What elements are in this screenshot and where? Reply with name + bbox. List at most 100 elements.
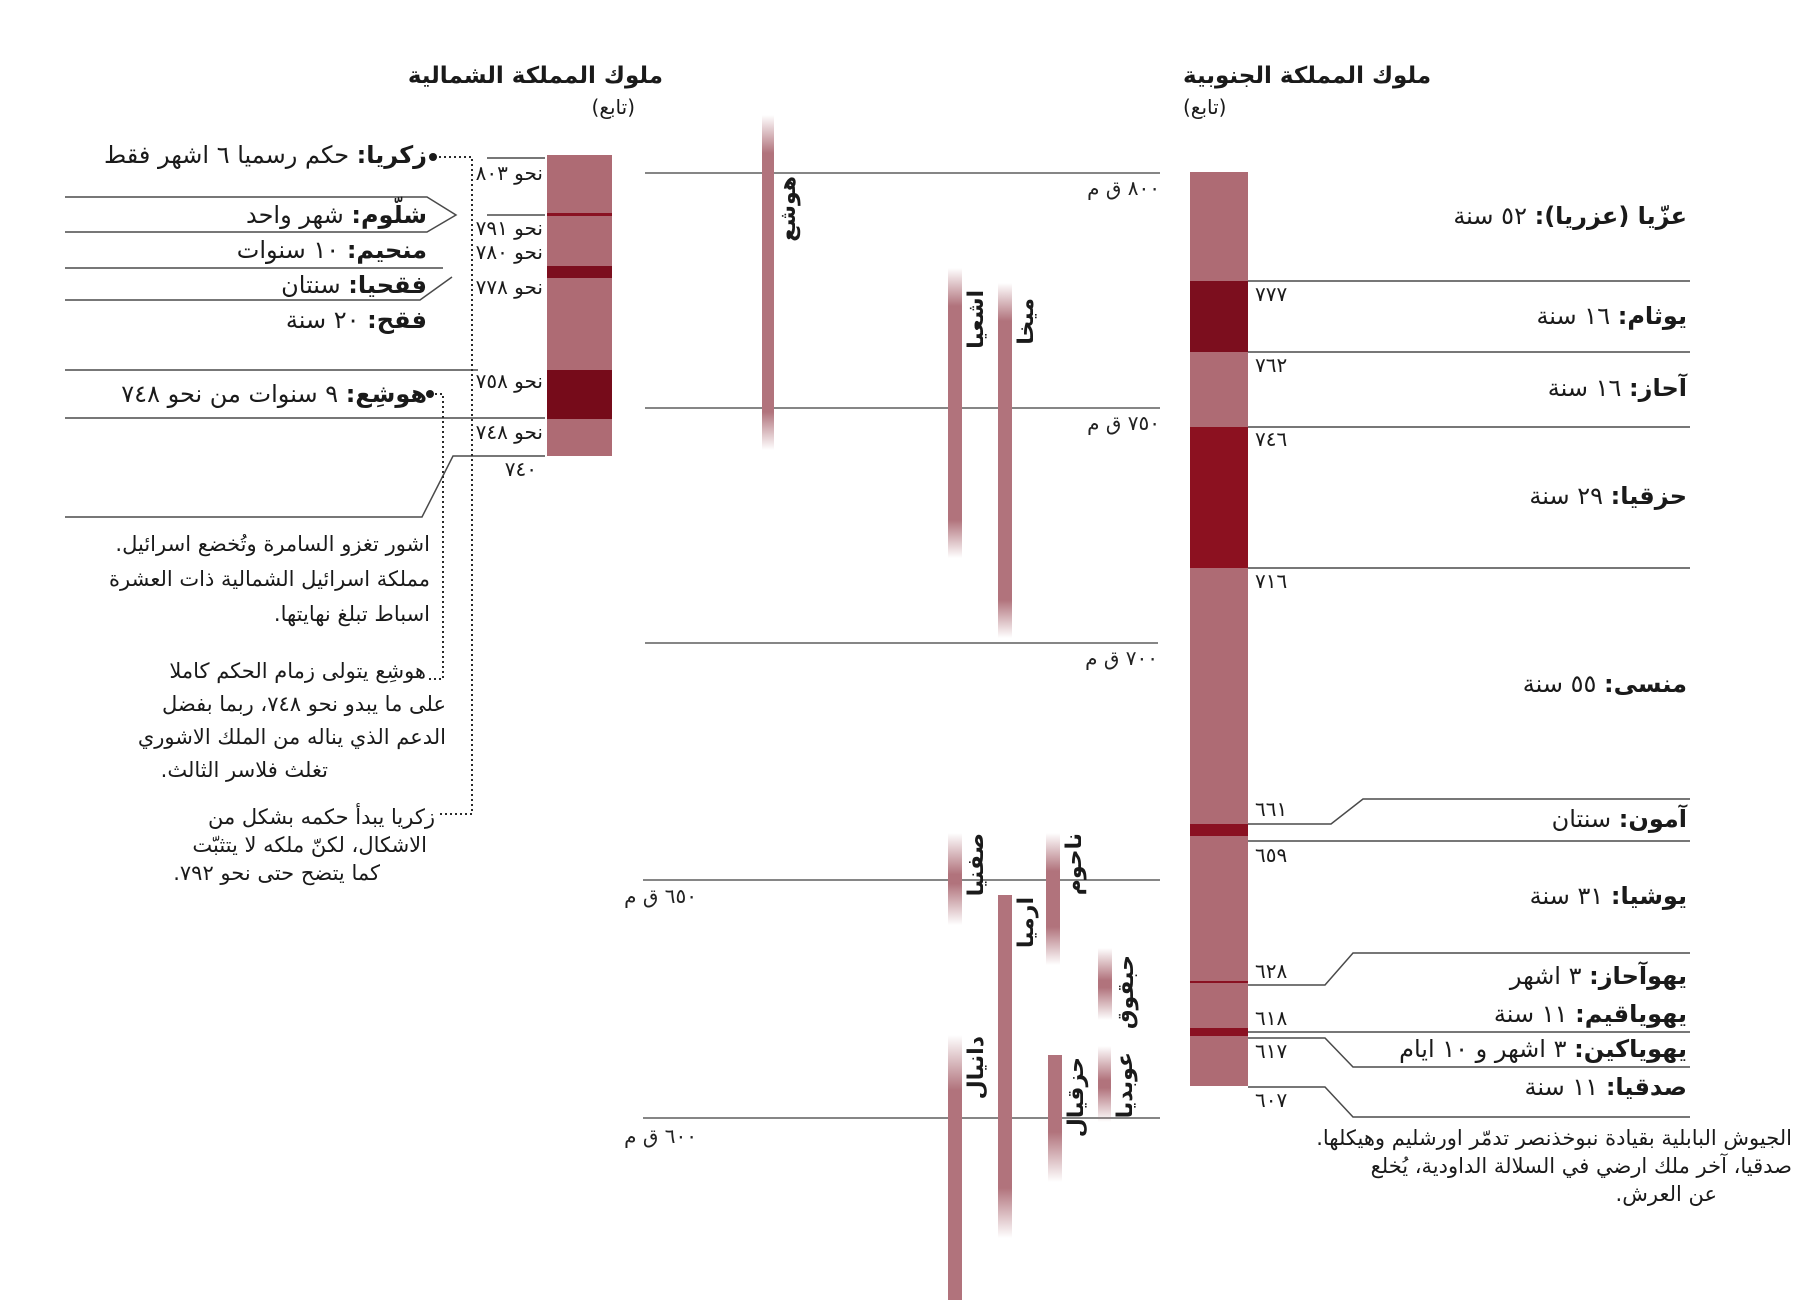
note-assyria: اشور تغزو السامرة وتُخضع اسرائيل. مملكة …	[109, 527, 430, 632]
king-name: آمون:	[1618, 805, 1687, 833]
note-line: الجيوش البابلية بقيادة نبوخذنصر تدمّر او…	[1316, 1126, 1792, 1150]
north-king-menahem: منحيم: ١٠ سنوات	[237, 236, 427, 264]
north-date-803: نحو ٨٠٣	[475, 161, 543, 185]
note-line: اسباط تبلغ نهايتها.	[273, 602, 430, 626]
king-detail: ٩ سنوات من نحو ٧٤٨	[121, 380, 346, 408]
south-title-text: ملوك المملكة الجنوبية	[1183, 63, 1432, 89]
south-king-jotham: يوثام: ١٦ سنة	[1536, 302, 1687, 330]
king-name: يهوياكين:	[1574, 1035, 1687, 1063]
king-detail: ١٦ سنة	[1536, 302, 1618, 330]
south-date-661: ٦٦١	[1255, 797, 1288, 821]
north-king-pekahiah: فقحيا: سنتان	[281, 271, 427, 299]
note-hoshea: هوشِع يتولى زمام الحكم كاملا على ما يبدو…	[138, 655, 446, 787]
south-title-continued: (تابع)	[1183, 95, 1227, 119]
reign-segment-menahem	[547, 216, 612, 266]
north-column-title: ملوك المملكة الشمالية (تابع)	[408, 62, 663, 120]
king-name: صدقيا:	[1605, 1073, 1687, 1101]
note-line: الاشكال، لكنّ ملكه لا يتثبّت	[192, 833, 427, 857]
south-date-762: ٧٦٢	[1255, 353, 1288, 377]
reign-segment-jehoiakim	[1190, 983, 1248, 1028]
north-chevron-shallum	[65, 196, 458, 233]
south-line-628-jog	[1248, 952, 1690, 986]
prophet-label-isaiah: اشعيا	[964, 290, 989, 349]
reign-segment-hoshea-unsettled	[547, 370, 612, 419]
zechariah-bullet	[429, 153, 437, 161]
note-babylon: الجيوش البابلية بقيادة نبوخذنصر تدمّر او…	[1316, 1124, 1792, 1208]
reign-segment-manasseh	[1190, 568, 1248, 824]
king-name: حزقيا:	[1610, 482, 1687, 510]
king-detail: شهر واحد	[245, 201, 352, 229]
south-date-618: ٦١٨	[1255, 1006, 1288, 1030]
north-date-780: نحو ٧٨٠	[475, 240, 543, 264]
king-name: عزّيا (عزريا):	[1534, 202, 1687, 230]
reign-segment-pekah	[547, 278, 612, 370]
south-king-zedekiah: صدقيا: ١١ سنة	[1525, 1073, 1687, 1101]
south-line-617-jog	[1248, 1037, 1690, 1068]
prophet-bar-jeremiah	[998, 895, 1012, 1238]
king-detail: سنتان	[1551, 805, 1619, 833]
reign-segment-amon	[1190, 824, 1248, 836]
note-line: عن العرش.	[1615, 1182, 1717, 1206]
prophet-bar-hosea	[762, 115, 774, 450]
prophet-bar-ezekiel	[1048, 1055, 1062, 1182]
note-line: مملكة اسرائيل الشمالية ذات العشرة	[109, 567, 430, 591]
king-detail: ٣ اشهر	[1509, 962, 1590, 990]
note-line: اشور تغزو السامرة وتُخضع اسرائيل.	[115, 532, 430, 556]
north-line-778	[65, 276, 453, 301]
king-detail: ٢٠ سنة	[285, 306, 368, 334]
reign-segment-shallum	[547, 213, 612, 216]
north-date-758: نحو ٧٥٨	[475, 369, 543, 393]
king-name: فقح:	[367, 306, 427, 334]
prophet-label-hosea: هوشع	[776, 176, 801, 242]
south-king-josiah: يوشيا: ٣١ سنة	[1530, 882, 1687, 910]
reign-segment-jehoiachin	[1190, 1028, 1248, 1036]
king-detail: ١١ سنة	[1524, 1073, 1606, 1101]
zechariah-dotted-connector	[439, 156, 473, 815]
note-line: صدقيا، آخر ملك ارضي في السلالة الداودية،…	[1370, 1154, 1792, 1178]
prophet-label-zephaniah: صفنيا	[964, 833, 989, 897]
king-name: يوشيا:	[1610, 882, 1687, 910]
note-line: كما يتضح حتى نحو ٧٩٢.	[173, 861, 380, 885]
king-name: شلّوم:	[351, 201, 427, 229]
king-name: هوشِع:	[345, 380, 427, 408]
prophet-label-daniel: دانيال	[964, 1036, 989, 1100]
prophet-label-jeremiah: ارميا	[1014, 897, 1039, 949]
south-king-manasseh: منسى: ٥٥ سنة	[1523, 670, 1687, 698]
axis-label-600: ٦٠٠ ق م	[624, 1124, 697, 1148]
hoshea-dotted-connector	[429, 393, 444, 680]
axis-label-650: ٦٥٠ ق م	[624, 884, 697, 908]
king-detail: ١٦ سنة	[1547, 374, 1630, 402]
prophet-label-nahum: ناحوم	[1062, 833, 1087, 896]
king-detail: ٣ اشهر و ١٠ ايام	[1399, 1035, 1575, 1063]
south-date-617: ٦١٧	[1255, 1039, 1288, 1063]
south-king-hezekiah: حزقيا: ٢٩ سنة	[1529, 482, 1687, 510]
prophet-bar-zephaniah	[948, 833, 962, 925]
north-king-zechariah: زكريا: حكم رسميا ٦ اشهر فقط	[104, 141, 427, 169]
king-detail: ٣١ سنة	[1529, 882, 1611, 910]
king-name: آحاز:	[1629, 374, 1687, 402]
king-name: يوثام:	[1617, 302, 1687, 330]
reign-segment-hoshea	[547, 419, 612, 456]
king-name: منحيم:	[346, 236, 427, 264]
reign-segment-jehoahaz	[1190, 981, 1248, 983]
north-king-shallum: شلّوم: شهر واحد	[246, 201, 427, 229]
north-line-740-jog	[65, 455, 545, 518]
reign-segment-pekahiah	[547, 266, 612, 278]
south-king-jehoiakim: يهوياقيم: ١١ سنة	[1494, 1000, 1687, 1028]
north-title-text: ملوك المملكة الشمالية	[407, 63, 663, 89]
reign-segment-zedekiah	[1190, 1036, 1248, 1086]
prophet-bar-micah	[998, 283, 1012, 638]
note-zechariah: زكريا يبدأ حكمه بشكل من الاشكال، لكنّ مل…	[173, 803, 435, 887]
king-detail: ١١ سنة	[1493, 1000, 1576, 1028]
prophet-bar-habakkuk	[1098, 948, 1112, 1020]
king-detail: حكم رسميا ٦ اشهر فقط	[103, 141, 357, 169]
reign-segment-uzziah	[1190, 172, 1248, 281]
note-line: على ما يبدو نحو ٧٤٨، ربما بفضل	[161, 692, 446, 716]
south-king-jehoahaz: يهوآحاز: ٣ اشهر	[1510, 962, 1687, 990]
south-line-661-jog	[1248, 798, 1690, 825]
south-king-uzziah: عزّيا (عزريا): ٥٢ سنة	[1453, 202, 1687, 230]
south-king-amon: آمون: سنتان	[1552, 805, 1687, 833]
south-date-607: ٦٠٧	[1255, 1088, 1288, 1112]
